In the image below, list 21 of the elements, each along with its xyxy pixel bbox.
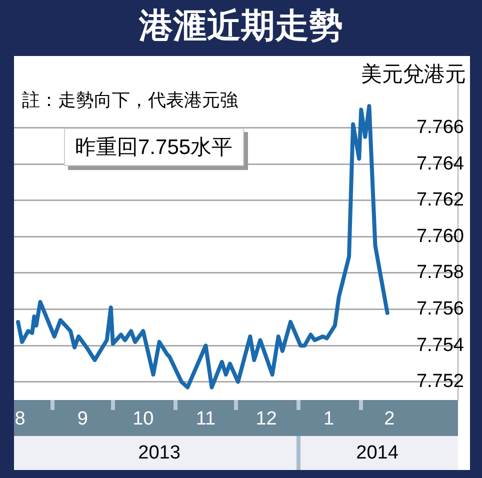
y-tick-label: 7.762	[416, 190, 464, 211]
x-tick-label: 10	[132, 408, 154, 430]
x-tick-label: 11	[196, 408, 216, 430]
y-axis-title: 美元兌港元	[361, 62, 466, 88]
y-tick-label: 7.758	[416, 262, 464, 284]
annotation: 註：走勢向下，代表港元強	[22, 89, 238, 112]
y-tick-label: 7.754	[416, 334, 464, 356]
x-tick-label: 8	[14, 408, 26, 430]
y-tick-label: 7.764	[416, 153, 464, 174]
chart-title: 港滙近期走勢	[138, 6, 344, 47]
x-tick-label: 12	[256, 408, 277, 430]
y-tick-label: 7.760	[416, 226, 464, 247]
x-tick-label: 2	[384, 408, 395, 430]
x2-tick-label: 2013	[138, 442, 180, 464]
x-tick-label: 9	[77, 408, 88, 430]
y-tick-label: 7.766	[416, 117, 464, 138]
y-tick-label: 7.752	[416, 371, 464, 392]
x2-tick-label: 2014	[356, 442, 399, 464]
x-tick-label: 1	[324, 408, 334, 430]
annotation: 昨重回7.755水平	[64, 128, 244, 166]
y-tick-label: 7.756	[416, 298, 464, 320]
